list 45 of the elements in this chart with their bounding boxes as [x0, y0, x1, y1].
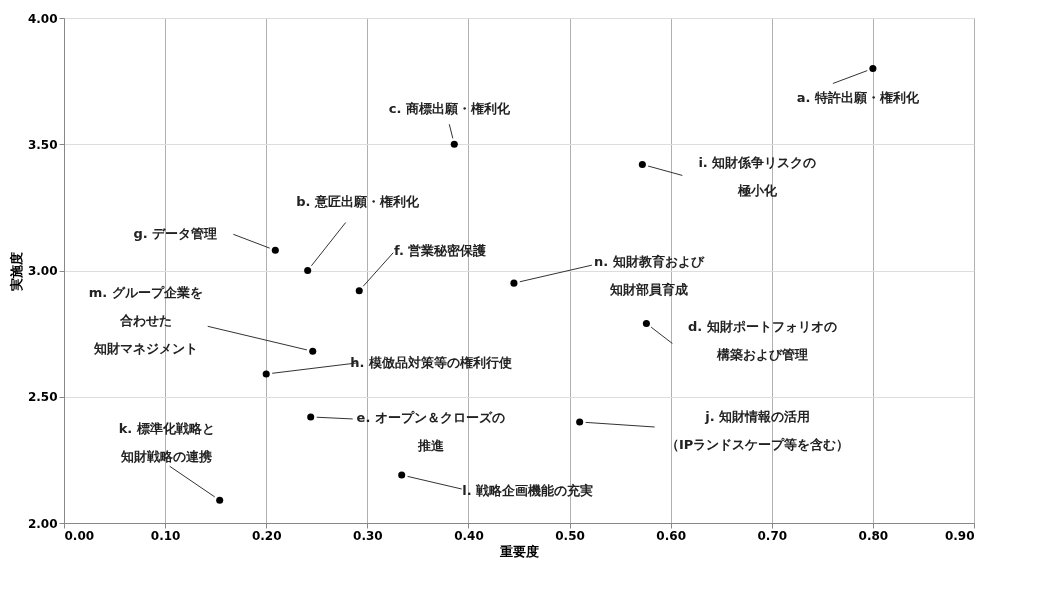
point [510, 279, 518, 287]
x-axis-title: 重要度 [499, 543, 539, 559]
x-tick-label: 0.10 [150, 528, 181, 543]
annotation: g. データ管理 [133, 226, 218, 242]
annotation: e. オープン＆クローズの推進 [356, 409, 505, 453]
annotation: c. 商標出願・権利化 [388, 101, 511, 117]
x-tick-label: 0.20 [251, 528, 282, 543]
point [355, 287, 363, 295]
y-tick-label: 4.00 [27, 11, 58, 26]
annotation: d. 知財ポートフォリオの構築および管理 [688, 318, 837, 362]
x-tick-label: 0.30 [353, 528, 383, 543]
annotation: l. 戦略企画機能の充実 [462, 483, 594, 499]
point [304, 266, 312, 275]
annotation: b. 意匠出願・権利化 [296, 193, 421, 209]
x-tick-label: 0.50 [555, 528, 585, 543]
point [450, 140, 458, 148]
y-axis-title: 実施度 [8, 251, 24, 292]
point [638, 160, 646, 168]
annotation: j. 知財情報の活用（IPランドスケープ等を含む） [665, 409, 850, 452]
annotation: n. 知財教育および知財部員育成 [594, 254, 705, 298]
point [309, 347, 317, 355]
annotation: h. 模倣品対策等の権利行使 [350, 355, 513, 371]
x-tick-label: 0.70 [757, 528, 788, 543]
annotation: f. 営業秘密保護 [394, 242, 487, 258]
annotation: a. 特許出願・権利化 [796, 89, 920, 105]
annotation: k. 標準化戦略と知財戦略の連携 [118, 421, 215, 465]
x-tick-label: 0.40 [454, 528, 484, 543]
x-tick-label: 0.00 [64, 528, 95, 543]
y-tick-label: 2.00 [27, 516, 58, 531]
y-tick-label: 2.50 [27, 390, 58, 405]
x-tick-label: 0.90 [944, 528, 975, 543]
annotation: m. グループ企業を合わせた知財マネジメント [88, 285, 203, 357]
point [216, 496, 224, 504]
point [262, 370, 270, 378]
point [398, 471, 406, 479]
annotation: i. 知財係争リスクの極小化 [698, 155, 817, 199]
point [271, 246, 279, 254]
x-tick-label: 0.60 [656, 528, 686, 543]
point [576, 418, 584, 426]
y-tick-label: 3.00 [27, 264, 58, 278]
point [642, 320, 650, 328]
y-tick-label: 3.50 [27, 137, 58, 152]
x-tick-label: 0.80 [858, 528, 889, 543]
point [869, 64, 877, 73]
point [307, 413, 315, 421]
